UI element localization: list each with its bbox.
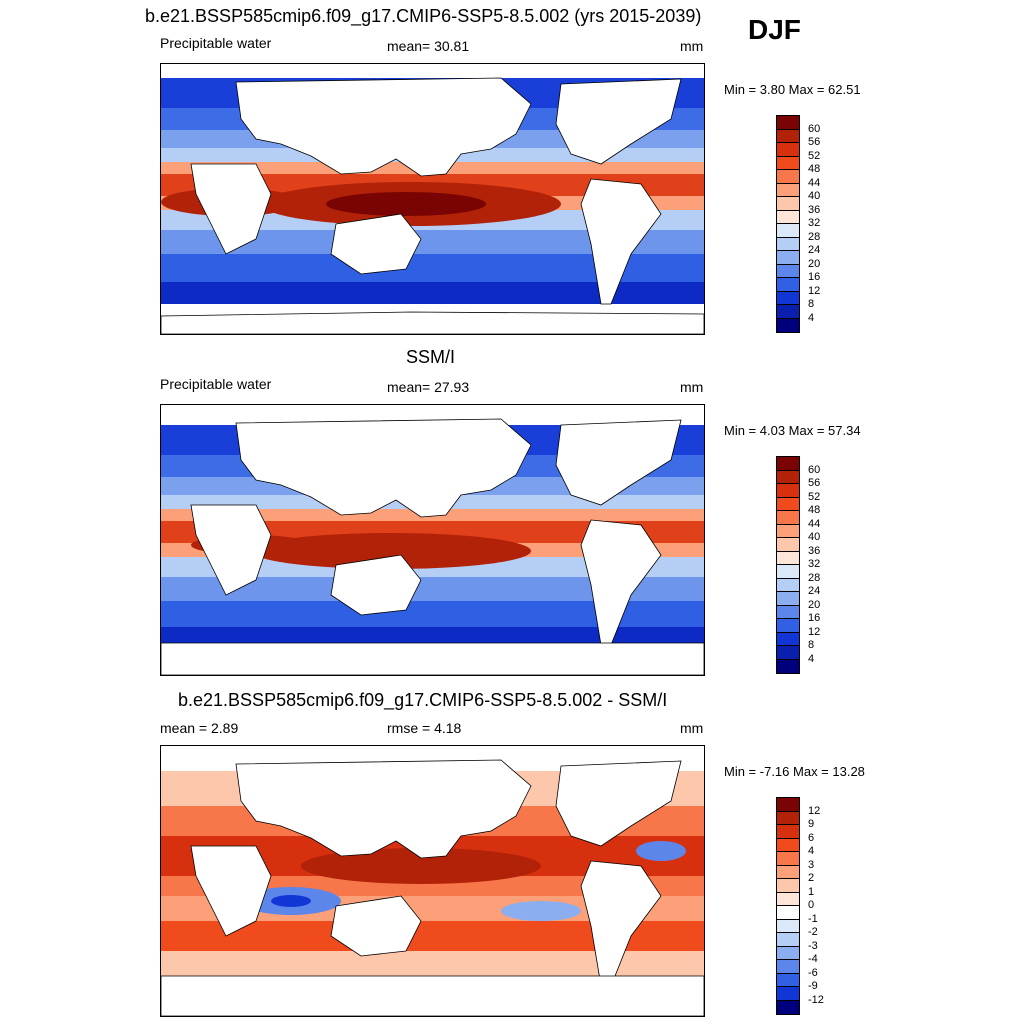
panel1-tick: 56 bbox=[808, 136, 821, 148]
panel2-tick: 60 bbox=[808, 464, 821, 476]
panel3-tick: -6 bbox=[808, 967, 818, 979]
panel2-tick: 44 bbox=[808, 518, 821, 530]
panel3-tick: -12 bbox=[808, 994, 824, 1006]
panel3-tick: 4 bbox=[808, 845, 815, 857]
panel3-rmse-label: rmse = 4.18 bbox=[387, 720, 462, 736]
panel3-title: b.e21.BSSP585cmip6.f09_g17.CMIP6-SSP5-8.… bbox=[178, 690, 668, 710]
panel1-tick: 60 bbox=[808, 123, 821, 135]
panel1-tick: 24 bbox=[808, 244, 821, 256]
panel1-minmax: Min = 3.80 Max = 62.51 bbox=[724, 82, 861, 97]
panel3-tick: -2 bbox=[808, 926, 818, 938]
panel1-tick: 28 bbox=[808, 231, 821, 243]
panel1-colorbar bbox=[776, 115, 800, 333]
panel3-units: mm bbox=[680, 720, 704, 736]
panel2-tick: 36 bbox=[808, 545, 821, 557]
panel2-tick: 24 bbox=[808, 585, 821, 597]
panel1-mean-label: mean= 30.81 bbox=[387, 38, 470, 54]
panel2-tick: 56 bbox=[808, 477, 821, 489]
panel1-tick: 4 bbox=[808, 312, 815, 324]
panel2-tick: 12 bbox=[808, 626, 821, 638]
panel3-colorbar bbox=[776, 797, 800, 1015]
panel2-tick: 40 bbox=[808, 531, 821, 543]
panel3-tick: -1 bbox=[808, 913, 818, 925]
panel1-variable-label: Precipitable water bbox=[160, 35, 272, 51]
panel3-tick: -9 bbox=[808, 980, 818, 992]
panel3-minmax: Min = -7.16 Max = 13.28 bbox=[724, 764, 865, 779]
panel3-tick: 6 bbox=[808, 832, 815, 844]
panel3-tick: -4 bbox=[808, 953, 818, 965]
panel3-tick: 2 bbox=[808, 872, 815, 884]
season-label: DJF bbox=[748, 14, 801, 45]
panel1-tick: 52 bbox=[808, 150, 821, 162]
panel1-tick: 32 bbox=[808, 217, 821, 229]
panel1-title: b.e21.BSSP585cmip6.f09_g17.CMIP6-SSP5-8.… bbox=[145, 6, 702, 26]
panel2-tick: 4 bbox=[808, 653, 815, 665]
panel2-tick: 48 bbox=[808, 504, 821, 516]
panel2-map bbox=[160, 404, 705, 676]
panel3-tick: -3 bbox=[808, 940, 818, 952]
panel2-tick: 32 bbox=[808, 558, 821, 570]
panel2-mean-label: mean= 27.93 bbox=[387, 379, 470, 395]
panel1-map bbox=[160, 63, 705, 335]
panel3-tick: 9 bbox=[808, 818, 815, 830]
panel1-tick: 12 bbox=[808, 285, 821, 297]
panel1-units: mm bbox=[680, 38, 704, 54]
panel2-title: SSM/I bbox=[406, 347, 456, 367]
panel2-tick: 16 bbox=[808, 612, 821, 624]
panel3-tick: 12 bbox=[808, 805, 821, 817]
panel1-tick: 8 bbox=[808, 298, 815, 310]
panel1-tick: 48 bbox=[808, 163, 821, 175]
panel2-tick: 28 bbox=[808, 572, 821, 584]
panel3-map bbox=[160, 745, 705, 1017]
panel2-colorbar bbox=[776, 456, 800, 674]
panel2-variable-label: Precipitable water bbox=[160, 376, 272, 392]
panel3-mean-label: mean = 2.89 bbox=[160, 720, 239, 736]
panel2-tick: 8 bbox=[808, 639, 815, 651]
panel3-tick: 0 bbox=[808, 899, 815, 911]
panel1-tick: 40 bbox=[808, 190, 821, 202]
panel3-tick: 1 bbox=[808, 886, 815, 898]
panel2-tick: 52 bbox=[808, 491, 821, 503]
panel2-tick: 20 bbox=[808, 599, 821, 611]
panel3-tick: 3 bbox=[808, 859, 815, 871]
panel2-units: mm bbox=[680, 379, 704, 395]
panel1-tick: 36 bbox=[808, 204, 821, 216]
panel1-tick: 20 bbox=[808, 258, 821, 270]
panel1-tick: 44 bbox=[808, 177, 821, 189]
panel1-tick: 16 bbox=[808, 271, 821, 283]
panel2-minmax: Min = 4.03 Max = 57.34 bbox=[724, 423, 861, 438]
